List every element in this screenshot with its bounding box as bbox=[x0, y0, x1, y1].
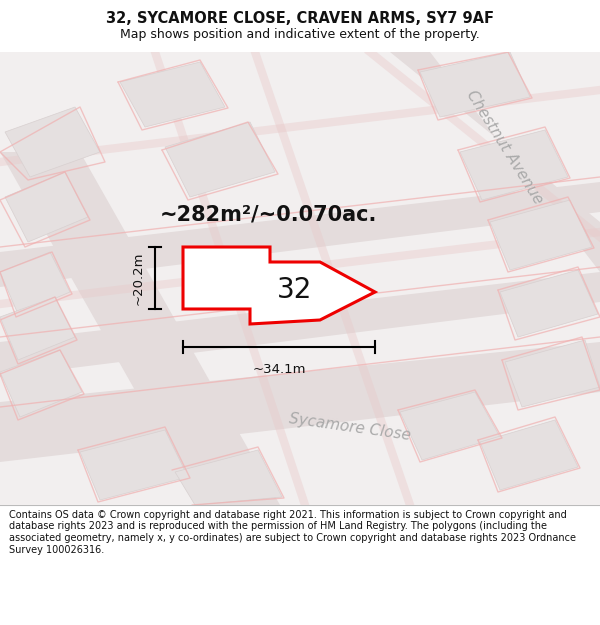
Polygon shape bbox=[0, 350, 82, 417]
Polygon shape bbox=[505, 340, 600, 407]
Polygon shape bbox=[5, 172, 88, 242]
Polygon shape bbox=[0, 342, 600, 462]
Polygon shape bbox=[500, 270, 598, 337]
Text: 32: 32 bbox=[277, 276, 313, 304]
Polygon shape bbox=[0, 297, 75, 360]
Text: 32, SYCAMORE CLOSE, CRAVEN ARMS, SY7 9AF: 32, SYCAMORE CLOSE, CRAVEN ARMS, SY7 9AF bbox=[106, 11, 494, 26]
Text: ~282m²/~0.070ac.: ~282m²/~0.070ac. bbox=[160, 205, 377, 225]
Polygon shape bbox=[0, 272, 600, 377]
Polygon shape bbox=[175, 450, 282, 505]
Polygon shape bbox=[350, 52, 600, 272]
Text: Sycamore Close: Sycamore Close bbox=[288, 411, 412, 443]
Polygon shape bbox=[400, 392, 500, 460]
Text: Contains OS data © Crown copyright and database right 2021. This information is : Contains OS data © Crown copyright and d… bbox=[9, 510, 576, 554]
Polygon shape bbox=[120, 62, 225, 127]
Polygon shape bbox=[5, 107, 100, 177]
Polygon shape bbox=[460, 130, 568, 200]
Polygon shape bbox=[420, 52, 530, 117]
Polygon shape bbox=[480, 420, 578, 490]
Polygon shape bbox=[183, 247, 375, 324]
Polygon shape bbox=[0, 252, 70, 314]
Polygon shape bbox=[490, 200, 592, 270]
Polygon shape bbox=[0, 182, 600, 287]
Polygon shape bbox=[0, 152, 280, 505]
Text: ~34.1m: ~34.1m bbox=[252, 363, 306, 376]
Text: ~20.2m: ~20.2m bbox=[132, 251, 145, 305]
Text: Chestnut Avenue: Chestnut Avenue bbox=[464, 88, 546, 207]
Text: Map shows position and indicative extent of the property.: Map shows position and indicative extent… bbox=[120, 28, 480, 41]
Polygon shape bbox=[165, 122, 275, 197]
Polygon shape bbox=[80, 430, 188, 500]
